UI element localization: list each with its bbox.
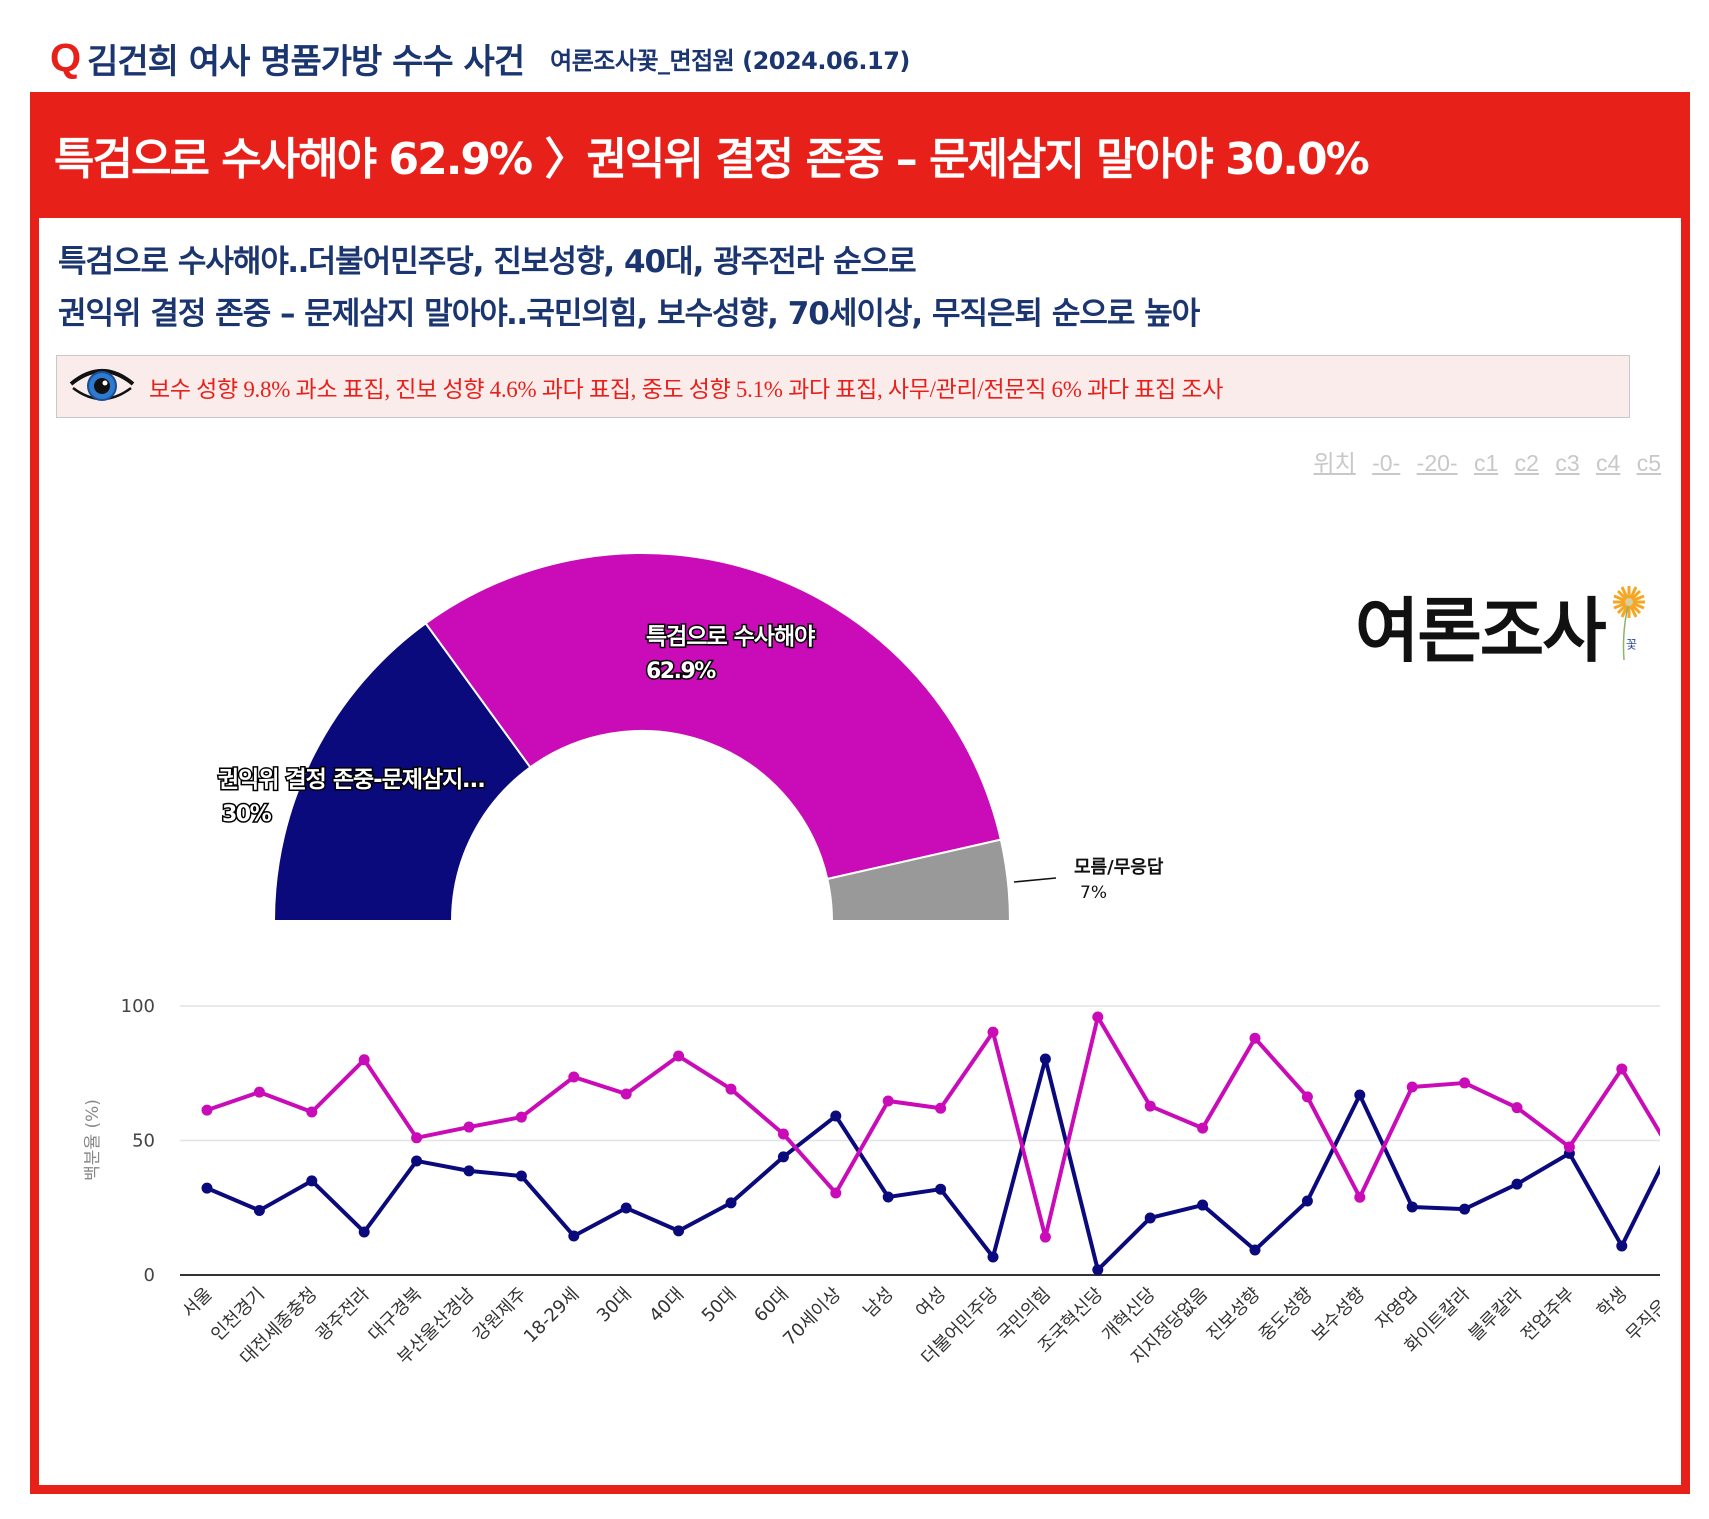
headline-band: 특검으로 수사해야 62.9% 〉권익위 결정 존중 – 문제삼지 말아야 30…	[30, 92, 1690, 218]
logo-small: 꽃	[1624, 638, 1638, 650]
link-0[interactable]: -0-	[1372, 450, 1401, 476]
subtitle-1: 특검으로 수사해야‥더불어민주당, 진보성향, 40대, 광주전라 순으로	[58, 244, 917, 280]
eye-icon	[69, 364, 135, 410]
position-links: 위치 -0- -20- c1 c2 c3 c4 c5	[1303, 444, 1661, 478]
page-title: 김건희 여사 명품가방 수수 사건	[87, 41, 525, 82]
logo: 여론조사	[1355, 575, 1607, 676]
flower-icon	[1608, 582, 1650, 666]
link-20[interactable]: -20-	[1416, 450, 1458, 476]
link-c1[interactable]: c1	[1473, 450, 1499, 476]
link-c4[interactable]: c4	[1596, 450, 1621, 476]
link-c5[interactable]: c5	[1636, 450, 1661, 476]
page-header: Q 김건희 여사 명품가방 수수 사건 여론조사꽃_면접원 (2024.06.1…	[50, 28, 910, 88]
link-position[interactable]: 위치	[1313, 450, 1356, 476]
q-mark: Q	[50, 35, 82, 80]
note-text: 보수 성향 9.8% 과소 표집, 진보 성향 4.6% 과다 표집, 중도 성…	[149, 376, 1224, 402]
link-c3[interactable]: c3	[1555, 450, 1580, 476]
link-c2[interactable]: c2	[1514, 450, 1539, 476]
logo-text: 여론조사	[1355, 590, 1607, 672]
headline: 특검으로 수사해야 62.9% 〉권익위 결정 존중 – 문제삼지 말아야 30…	[54, 134, 1370, 185]
sampling-note: 보수 성향 9.8% 과소 표집, 진보 성향 4.6% 과다 표집, 중도 성…	[56, 355, 1630, 418]
subtitle-2: 권익위 결정 존중 – 문제삼지 말아야‥국민의힘, 보수성향, 70세이상, …	[58, 296, 1200, 332]
survey-source: 여론조사꽃_면접원 (2024.06.17)	[550, 46, 910, 75]
